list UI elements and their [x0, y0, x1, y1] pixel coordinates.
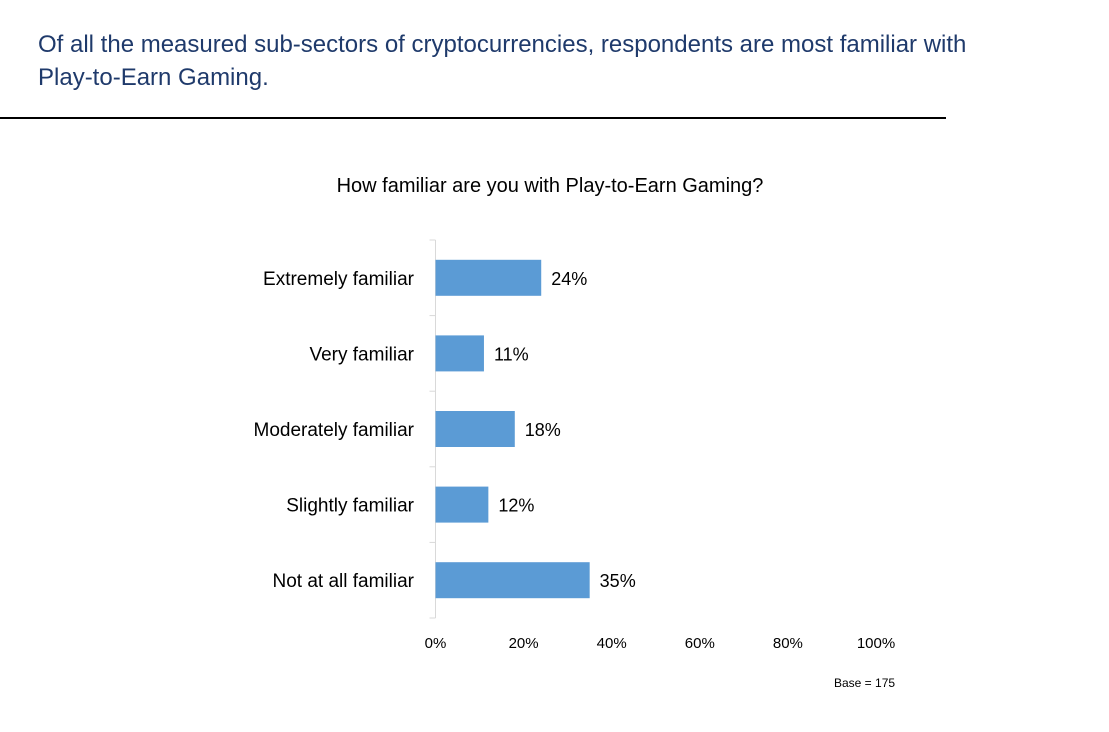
header-divider [0, 117, 946, 119]
x-tick-label: 0% [425, 635, 447, 652]
value-label: 12% [498, 496, 534, 516]
chart-title: How familiar are you with Play-to-Earn G… [336, 175, 764, 197]
category-label: Very familiar [309, 344, 414, 365]
x-tick-label: 20% [509, 635, 539, 652]
x-tick-label: 100% [857, 635, 895, 652]
x-tick-label: 60% [685, 635, 715, 652]
base-footnote: Base = 175 [834, 676, 896, 690]
bar [435, 486, 489, 523]
bar [435, 259, 542, 296]
x-tick-label: 80% [773, 635, 803, 652]
value-label: 11% [494, 344, 529, 364]
category-label: Moderately familiar [254, 420, 415, 441]
bar [435, 562, 590, 599]
value-label: 24% [551, 269, 587, 289]
category-label: Not at all familiar [273, 571, 415, 592]
value-label: 35% [600, 571, 636, 591]
value-label: 18% [525, 420, 561, 440]
x-tick-label: 40% [597, 635, 627, 652]
bar [435, 335, 484, 372]
category-label: Slightly familiar [286, 496, 414, 517]
bar [435, 411, 515, 447]
headline: Of all the measured sub-sectors of crypt… [38, 31, 967, 91]
category-label: Extremely familiar [263, 269, 415, 290]
